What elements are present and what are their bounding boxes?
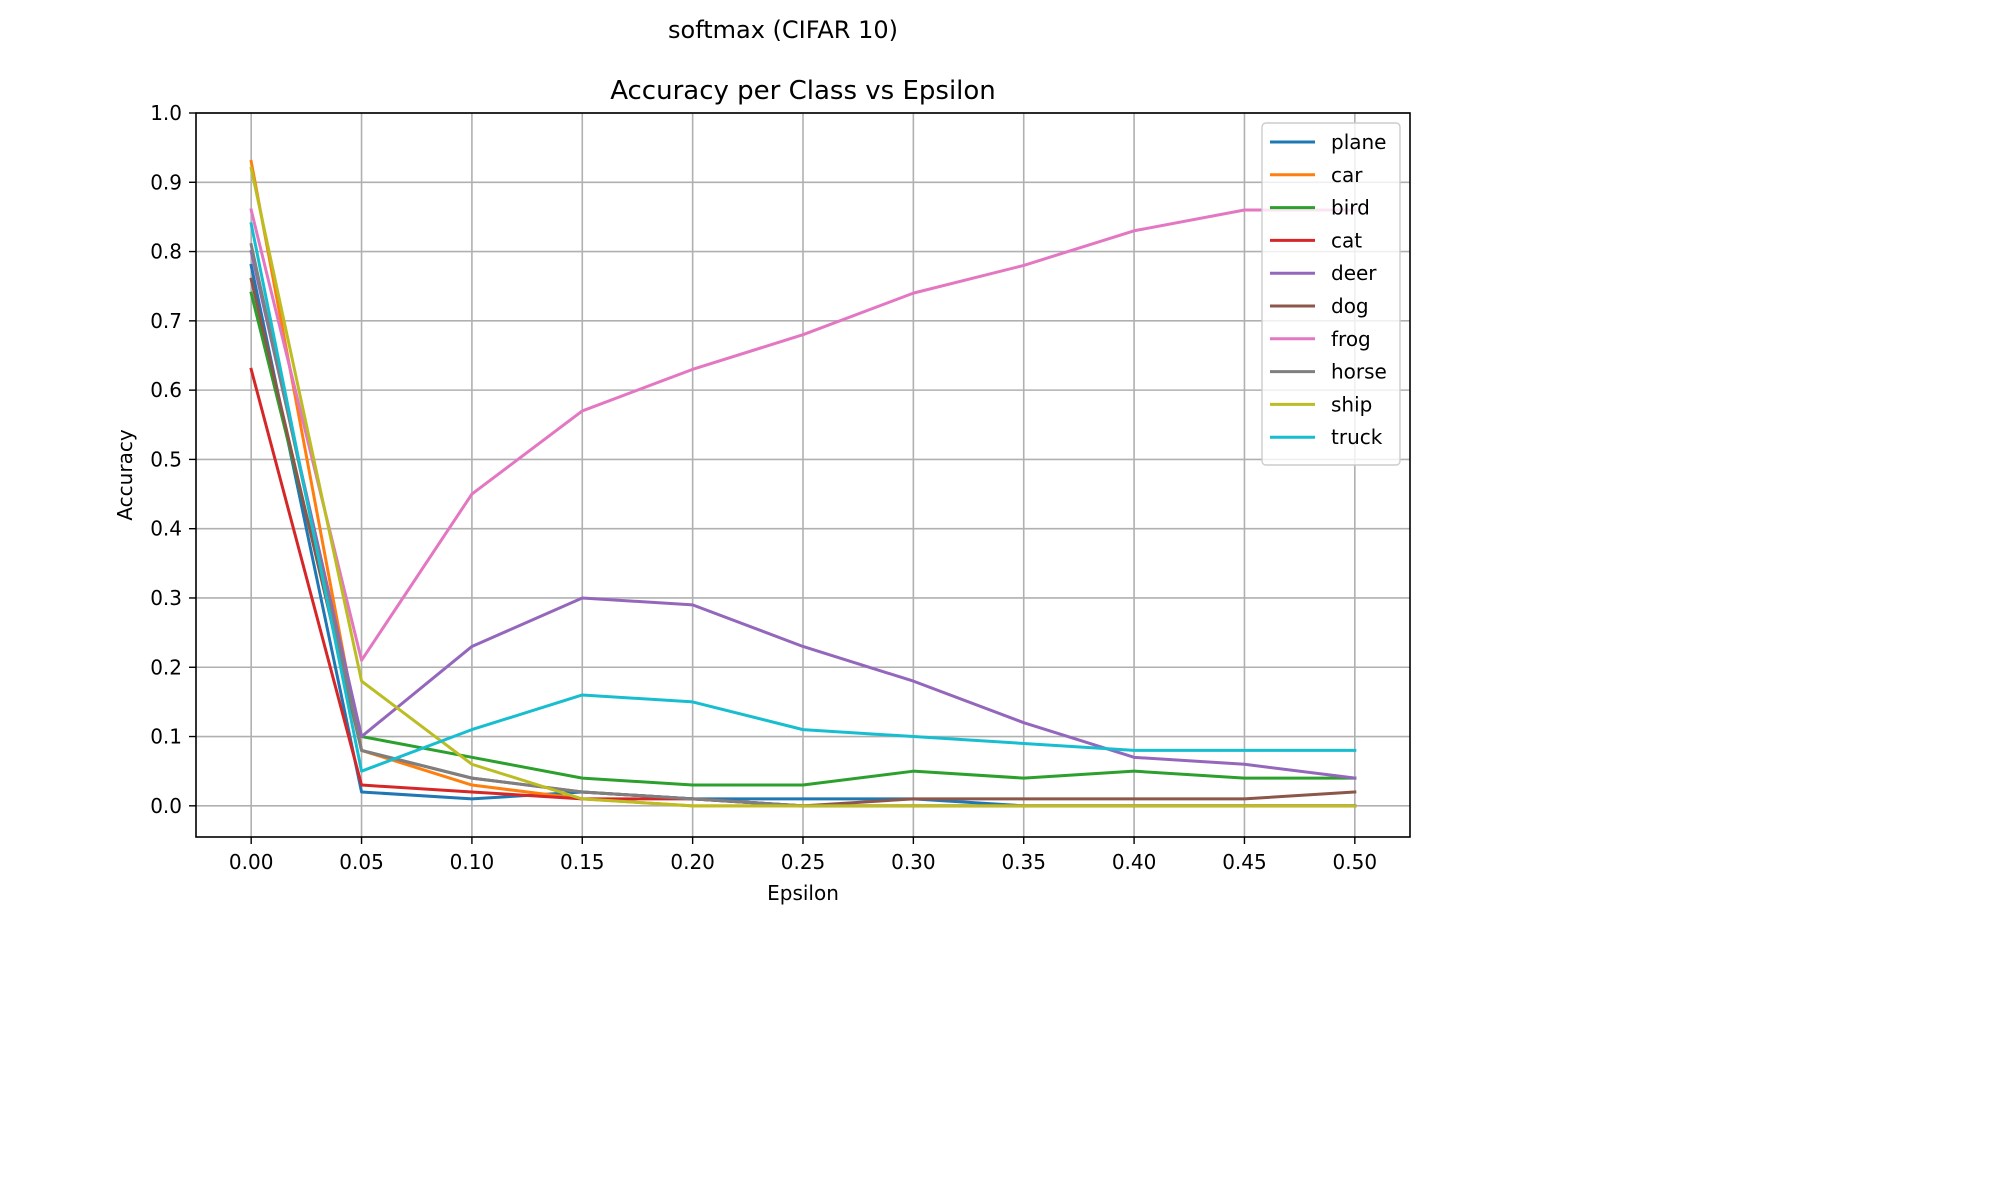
figure-suptitle: softmax (CIFAR 10) (668, 16, 898, 44)
series-line-ship (249, 166, 1357, 808)
legend-label-horse: horse (1331, 360, 1387, 384)
y-tick-label: 0.5 (150, 447, 182, 471)
y-tick-label: 0.3 (150, 586, 182, 610)
legend-label-bird: bird (1331, 196, 1370, 220)
legend-label-cat: cat (1331, 228, 1362, 252)
y-tick-label: 0.7 (150, 309, 182, 333)
y-axis-label: Accuracy (113, 429, 137, 520)
legend: plane car bird cat deer dog frog horse ship truck (1261, 122, 1401, 466)
y-tick-label: 0.2 (150, 655, 182, 679)
x-tick-label: 0.10 (450, 850, 495, 874)
legend-label-truck: truck (1331, 425, 1383, 449)
legend-label-plane: plane (1331, 130, 1387, 154)
y-tick-label: 0.1 (150, 725, 182, 749)
y-tick-label: 0.9 (150, 170, 182, 194)
legend-label-deer: deer (1331, 261, 1377, 285)
chart-figure: softmax (CIFAR 10) Accuracy per Class vs… (113, 16, 1411, 905)
legend-label-dog: dog (1331, 294, 1369, 318)
x-tick-label: 0.30 (891, 850, 936, 874)
legend-label-car: car (1331, 163, 1363, 187)
legend-label-ship: ship (1331, 392, 1372, 416)
x-tick-label: 0.50 (1333, 850, 1378, 874)
x-tick-label: 0.25 (781, 850, 826, 874)
y-tick-label: 1.0 (150, 101, 182, 125)
series-line-deer (249, 249, 1357, 780)
series-lines (249, 159, 1357, 808)
series-line-truck (249, 222, 1357, 773)
x-tick-label: 0.15 (560, 850, 605, 874)
y-tick-label: 0.4 (150, 517, 182, 541)
x-tick-label: 0.05 (339, 850, 384, 874)
x-axis-label: Epsilon (767, 881, 839, 905)
x-tick-label: 0.35 (1001, 850, 1046, 874)
x-tick-label: 0.00 (229, 850, 274, 874)
series-line-frog (249, 208, 1357, 662)
series-line-bird (249, 291, 1357, 787)
y-tick-label: 0.8 (150, 240, 182, 264)
y-tick-label: 0.0 (150, 794, 182, 818)
chart-svg: softmax (CIFAR 10) Accuracy per Class vs… (113, 16, 1411, 905)
y-tick-label: 0.6 (150, 378, 182, 402)
x-tick-label: 0.20 (670, 850, 715, 874)
chart-title: Accuracy per Class vs Epsilon (610, 76, 996, 106)
x-tick-label: 0.40 (1112, 850, 1157, 874)
axis-ticks: 0.00 0.05 0.10 0.15 0.20 0.25 0.30 0.35 0.40 0.45… (150, 101, 1377, 874)
x-tick-label: 0.45 (1222, 850, 1267, 874)
legend-label-frog: frog (1331, 327, 1371, 351)
